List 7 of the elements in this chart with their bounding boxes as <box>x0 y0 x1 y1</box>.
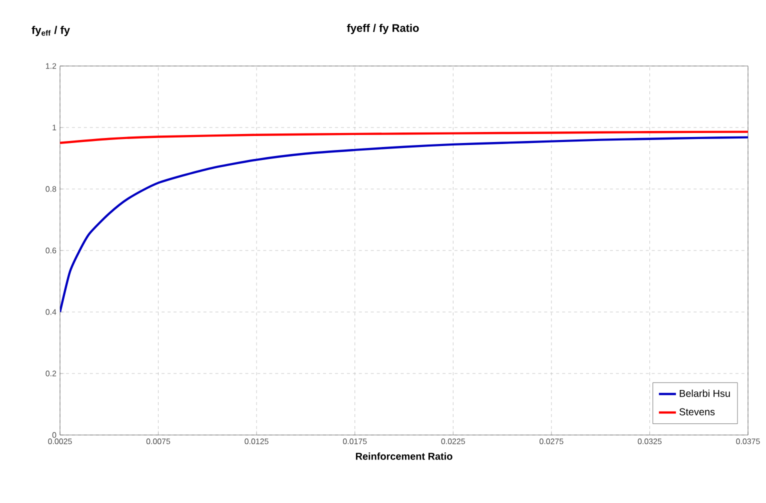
legend-label: Belarbi Hsu <box>680 390 730 397</box>
line-series <box>60 130 748 144</box>
chart-title: fyeff / fy Ratio <box>346 24 419 34</box>
legend-label: Stevens <box>679 408 715 416</box>
x-axis-title: Reinforcement Ratio <box>356 452 452 460</box>
line-series <box>60 136 748 314</box>
y-axis-title: fy$_{eff}$ / fy <box>32 26 70 36</box>
